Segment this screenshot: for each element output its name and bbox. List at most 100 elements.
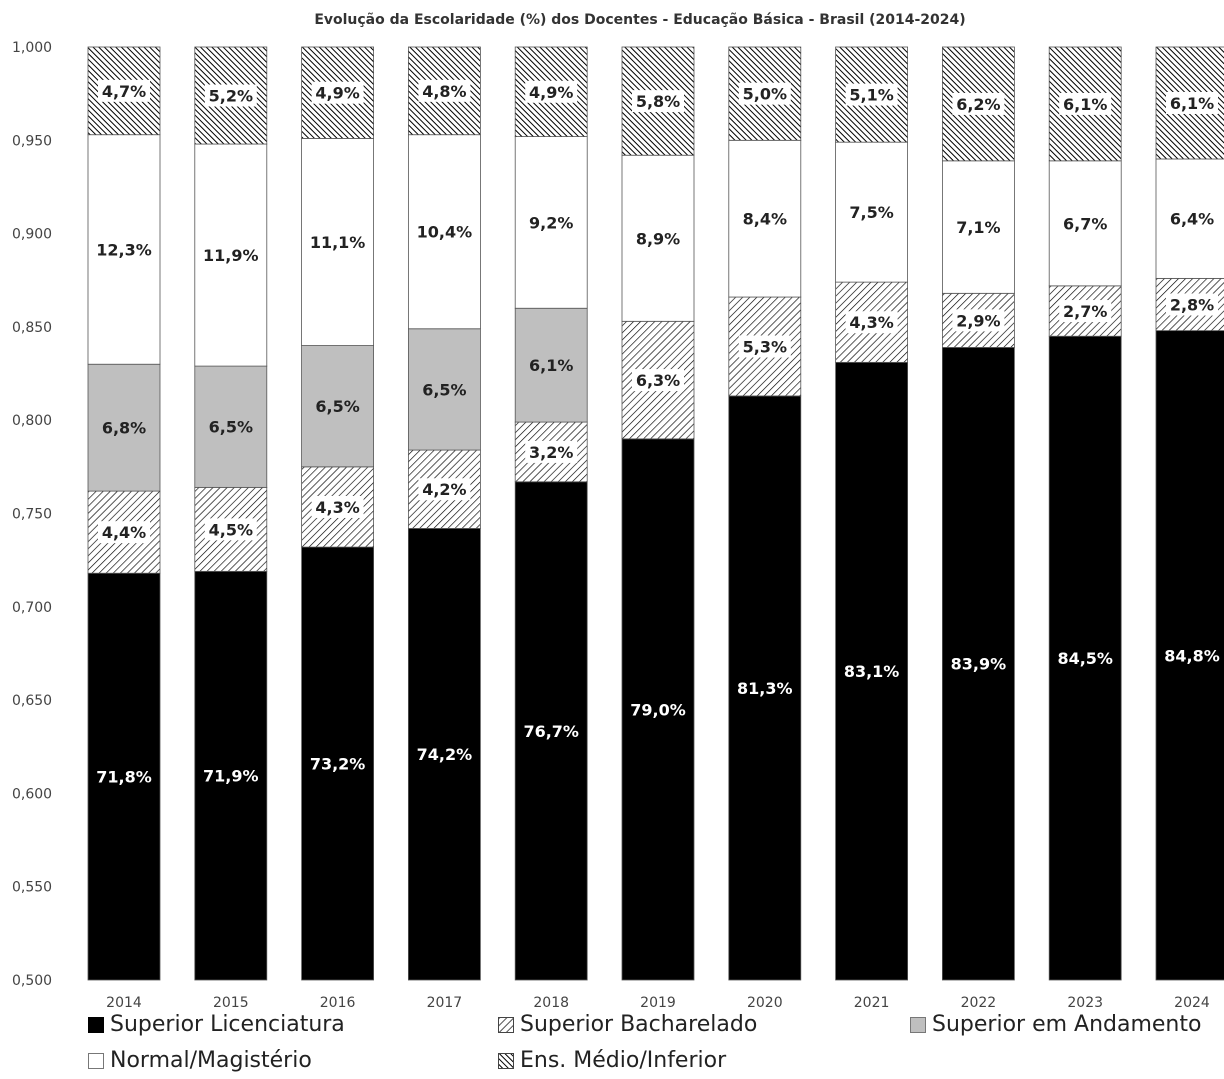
legend-item-superior-licenciatura: Superior Licenciatura <box>88 1012 345 1037</box>
legend-label: Superior Bacharelado <box>520 1012 758 1037</box>
bar-stack-2019: 79,0% 6,3% 8,9% 5,8% <box>621 46 695 981</box>
data-label: 4,3% <box>849 313 893 332</box>
data-label-background <box>525 440 578 463</box>
bar-segment <box>942 160 1015 294</box>
legend-swatch-white <box>88 1052 104 1069</box>
data-label-background <box>845 83 898 106</box>
bar-stack-2020: 81,3% 5,3% 8,4% 5,0% <box>728 46 802 981</box>
legend-item-superior-em-andamento: Superior em Andamento <box>910 1012 1201 1037</box>
bar-stack-2022: 83,9% 2,9% 7,1% 6,2% <box>942 46 1015 981</box>
bar-segment <box>301 138 375 346</box>
data-label-background <box>418 79 471 102</box>
x-axis: 2014 2015 2016 2017 2018 2019 2020 2021 2022 2023… <box>106 995 1210 1011</box>
legend-item-normal-magisterio: Normal/Magistério <box>88 1048 312 1073</box>
chart-title: Evolução da Escolaridade (%) dos Docente… <box>314 12 965 28</box>
data-label: 4,4% <box>102 523 146 542</box>
bar-segment <box>87 363 161 492</box>
data-label-background <box>1166 293 1218 316</box>
bar-segment <box>835 141 908 283</box>
data-label: 6,5% <box>315 397 359 416</box>
bar-segment <box>942 347 1015 981</box>
x-tick-label: 2018 <box>533 995 569 1011</box>
bar-segment <box>301 345 375 468</box>
data-label-background <box>632 90 684 113</box>
data-label: 4,2% <box>422 480 466 499</box>
data-label: 4,3% <box>315 498 359 517</box>
data-label: 11,1% <box>310 233 366 252</box>
bar-segment <box>301 546 375 981</box>
data-label-background <box>738 82 791 105</box>
x-tick-label: 2017 <box>427 995 463 1011</box>
data-label: 6,1% <box>1170 94 1214 113</box>
data-label-background <box>311 81 364 104</box>
y-tick-label: 0,700 <box>12 600 52 616</box>
data-label-background <box>632 369 684 392</box>
y-tick-label: 0,550 <box>12 880 52 896</box>
bar-segment <box>1155 330 1224 981</box>
bar-stack-2017: 74,2% 4,2% 6,5% 10,4% 4,8% <box>407 46 481 981</box>
bar-stack-2024: 84,8% 2,8% 6,4% 6,1% <box>1155 46 1224 981</box>
data-label: 6,1% <box>1063 95 1107 114</box>
bar-segment <box>514 136 588 309</box>
bars: 71,8% 4,4% 6,8% 12,3% 4,7% 71,9% 4,5% 6,5% 11,9%… <box>87 46 1224 981</box>
data-label: 81,3% <box>737 679 793 698</box>
data-label: 5,0% <box>743 85 787 104</box>
data-label: 6,8% <box>102 419 146 438</box>
bar-segment <box>194 365 268 488</box>
data-label-background <box>1059 300 1112 323</box>
data-label-background <box>952 92 1005 115</box>
data-label: 5,3% <box>743 337 787 356</box>
bar-stack-2021: 83,1% 4,3% 7,5% 5,1% <box>835 46 908 981</box>
data-label: 4,8% <box>422 82 466 101</box>
data-label: 74,2% <box>417 745 473 764</box>
bar-segment <box>1048 335 1122 981</box>
legend-item-superior-bacharelado: Superior Bacharelado <box>498 1012 757 1037</box>
data-label: 79,0% <box>630 700 686 719</box>
bar-stack-2016: 73,2% 4,3% 6,5% 11,1% 4,9% <box>301 46 375 981</box>
y-tick-label: 0,600 <box>12 786 52 802</box>
legend-label: Superior Licenciatura <box>110 1012 345 1037</box>
legend-item-ens-medio-inferior: Ens. Médio/Inferior <box>498 1048 726 1073</box>
legend-label: Normal/Magistério <box>110 1048 312 1073</box>
x-tick-label: 2016 <box>320 995 356 1011</box>
data-label: 6,4% <box>1170 210 1214 229</box>
x-tick-label: 2015 <box>213 995 249 1011</box>
data-label: 8,4% <box>743 210 787 229</box>
data-label: 4,9% <box>315 84 359 103</box>
data-label: 4,5% <box>209 520 253 539</box>
data-label-background <box>525 80 578 103</box>
bar-stack-2023: 84,5% 2,7% 6,7% 6,1% <box>1048 46 1122 981</box>
data-label: 71,9% <box>203 767 259 786</box>
data-label: 5,1% <box>849 86 893 105</box>
x-tick-label: 2023 <box>1067 995 1103 1011</box>
bar-segment <box>407 528 481 981</box>
y-tick-label: 1,000 <box>12 40 52 56</box>
data-label: 73,2% <box>310 755 366 774</box>
data-label-background <box>952 309 1005 332</box>
y-tick-label: 0,650 <box>12 693 52 709</box>
bar-segment <box>87 572 161 981</box>
data-label-background <box>738 335 791 358</box>
data-label-background <box>1166 91 1218 114</box>
bar-segment <box>407 328 481 451</box>
data-label: 5,8% <box>636 92 680 111</box>
bar-segment <box>514 481 588 981</box>
y-tick-label: 0,500 <box>12 973 52 989</box>
data-label-background <box>204 518 257 541</box>
data-label: 3,2% <box>529 443 573 462</box>
bar-stack-2015: 71,9% 4,5% 6,5% 11,9% 5,2% <box>194 46 268 981</box>
data-label: 4,7% <box>102 82 146 101</box>
bar-segment <box>407 134 481 330</box>
x-tick-label: 2024 <box>1174 995 1210 1011</box>
x-tick-label: 2022 <box>961 995 997 1011</box>
legend-swatch-gray <box>910 1016 926 1033</box>
bar-segment <box>514 307 588 423</box>
bar-segment <box>1155 158 1224 279</box>
y-tick-label: 0,750 <box>12 507 52 523</box>
x-tick-label: 2014 <box>106 995 142 1011</box>
y-tick-label: 0,800 <box>12 413 52 429</box>
data-label: 6,3% <box>636 371 680 390</box>
data-label-background <box>204 84 257 107</box>
bar-segment <box>728 395 802 981</box>
